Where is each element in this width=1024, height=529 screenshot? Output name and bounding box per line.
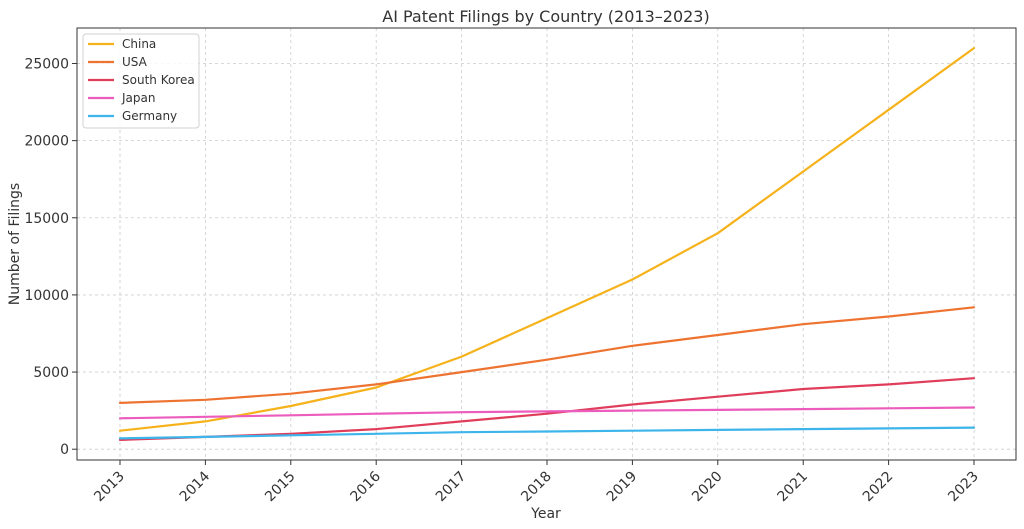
x-tick-label: 2017 bbox=[433, 469, 470, 506]
y-tick-label: 25000 bbox=[24, 56, 69, 72]
plot-frame bbox=[76, 27, 1017, 461]
chart-title: AI Patent Filings by Country (2013–2023) bbox=[382, 7, 709, 26]
x-tick-label: 2018 bbox=[518, 469, 555, 506]
y-axis-label: Number of Filings bbox=[7, 183, 23, 305]
legend-label-south-korea: South Korea bbox=[122, 73, 195, 87]
x-tick-label: 2022 bbox=[860, 469, 897, 506]
x-tick-label: 2019 bbox=[604, 469, 641, 506]
x-tick-labels: 2013 2014 2015 2016 2017 2018 2019 2020 2021 2022… bbox=[91, 460, 982, 505]
x-tick-label: 2014 bbox=[177, 468, 214, 505]
y-tick-label: 20000 bbox=[24, 134, 69, 150]
y-tick-label: 10000 bbox=[24, 288, 69, 304]
x-axis-label: Year bbox=[530, 506, 561, 522]
series-line-japan bbox=[118, 406, 976, 420]
legend-label-china: China bbox=[122, 37, 156, 51]
x-tick-label: 2021 bbox=[775, 469, 812, 506]
y-tick-label: 5000 bbox=[33, 365, 69, 381]
legend-label-usa: USA bbox=[122, 55, 148, 69]
legend-box bbox=[82, 33, 200, 129]
grid bbox=[77, 28, 1016, 460]
series-lines bbox=[118, 46, 976, 441]
y-tick-label: 15000 bbox=[24, 211, 69, 227]
y-tick-labels: 0 5000 10000 15000 20000 25000 bbox=[24, 56, 77, 458]
y-tick-label: 0 bbox=[60, 442, 69, 458]
series-line-germany bbox=[118, 426, 976, 440]
series-line-china bbox=[118, 46, 976, 432]
x-tick-label: 2016 bbox=[348, 468, 385, 505]
legend-label-japan: Japan bbox=[121, 91, 155, 105]
x-tick-label: 2013 bbox=[91, 469, 128, 506]
series-line-usa bbox=[118, 306, 976, 404]
x-tick-label: 2023 bbox=[945, 469, 982, 506]
legend: China USA South Korea Japan Germany bbox=[82, 33, 200, 129]
x-tick-label: 2020 bbox=[689, 469, 726, 506]
x-tick-label: 2015 bbox=[262, 469, 299, 506]
legend-label-germany: Germany bbox=[122, 109, 177, 123]
